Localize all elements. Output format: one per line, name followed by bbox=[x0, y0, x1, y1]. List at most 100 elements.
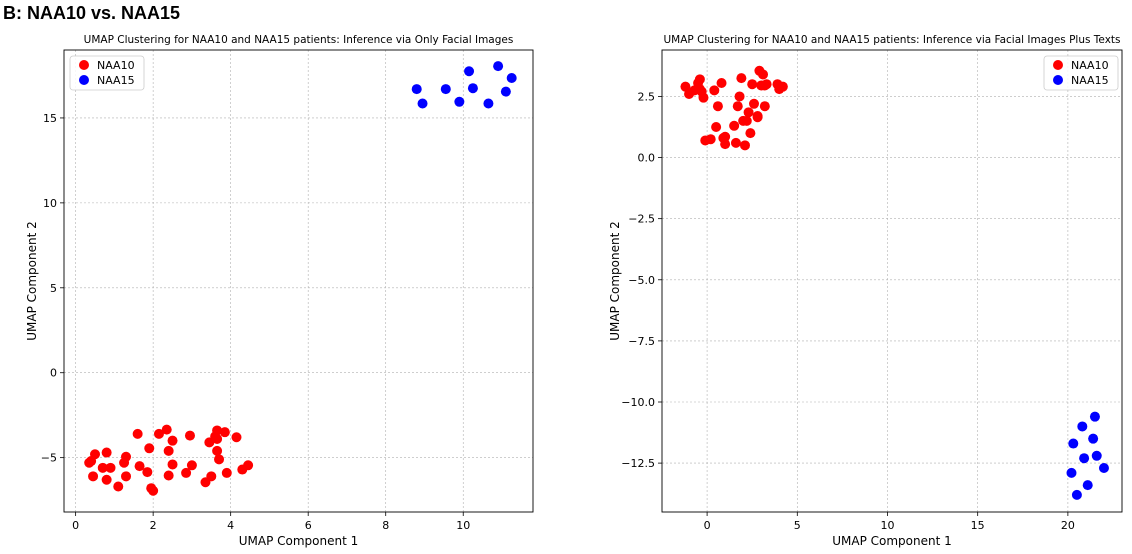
data-point-naa10 bbox=[743, 107, 754, 118]
data-point-naa10 bbox=[212, 425, 223, 436]
y-tick-label: 0 bbox=[50, 367, 57, 380]
y-tick-label: −2.5 bbox=[628, 213, 655, 226]
y-axis-label: UMAP Component 2 bbox=[25, 221, 39, 341]
data-point-naa15 bbox=[464, 66, 475, 77]
data-point-naa10 bbox=[736, 73, 747, 84]
x-tick-label: 0 bbox=[72, 519, 79, 532]
data-point-naa10 bbox=[148, 485, 159, 496]
data-point-naa10 bbox=[231, 432, 242, 443]
data-point-naa10 bbox=[132, 428, 143, 439]
data-point-naa10 bbox=[186, 460, 197, 471]
y-tick-label: 0.0 bbox=[638, 152, 656, 165]
data-point-naa10 bbox=[163, 445, 174, 456]
legend-marker bbox=[79, 60, 89, 70]
data-point-naa15 bbox=[1091, 450, 1102, 461]
y-tick-label: 10 bbox=[43, 197, 57, 210]
data-point-naa15 bbox=[1071, 489, 1082, 500]
data-point-naa10 bbox=[720, 139, 731, 150]
x-axis-label: UMAP Component 1 bbox=[239, 534, 359, 548]
data-point-naa10 bbox=[161, 424, 172, 435]
data-point-naa15 bbox=[1088, 433, 1099, 444]
series-naa15 bbox=[411, 61, 517, 109]
data-point-naa10 bbox=[212, 433, 223, 444]
data-point-naa10 bbox=[221, 467, 232, 478]
data-point-naa10 bbox=[730, 137, 741, 148]
y-tick-label: 15 bbox=[43, 112, 57, 125]
data-point-naa10 bbox=[88, 471, 99, 482]
data-point-naa10 bbox=[214, 454, 225, 465]
data-point-naa10 bbox=[101, 447, 112, 458]
plot-frame bbox=[661, 49, 1123, 513]
data-point-naa10 bbox=[747, 79, 758, 90]
series-naa10 bbox=[84, 424, 254, 496]
data-point-naa10 bbox=[732, 101, 743, 112]
data-point-naa10 bbox=[711, 122, 722, 132]
data-point-naa15 bbox=[1098, 463, 1109, 473]
data-point-naa10 bbox=[142, 467, 153, 478]
data-point-naa15 bbox=[500, 86, 511, 97]
legend-marker bbox=[1053, 60, 1063, 70]
y-tick-label: −5 bbox=[41, 452, 57, 465]
plot-area bbox=[64, 50, 533, 512]
data-point-naa10 bbox=[119, 457, 130, 468]
x-tick-label: 6 bbox=[305, 519, 312, 532]
data-point-naa15 bbox=[1066, 467, 1077, 478]
legend-label: NAA10 bbox=[1071, 59, 1109, 72]
data-point-naa10 bbox=[734, 91, 745, 102]
chart-title: UMAP Clustering for NAA10 and NAA15 pati… bbox=[84, 34, 514, 46]
x-tick-label: 10 bbox=[456, 519, 470, 532]
data-point-naa10 bbox=[741, 115, 752, 126]
data-point-naa10 bbox=[97, 462, 108, 473]
data-point-naa15 bbox=[1082, 480, 1093, 491]
data-point-naa10 bbox=[720, 131, 731, 142]
x-tick-label: 5 bbox=[794, 519, 801, 532]
grid bbox=[64, 50, 533, 512]
x-tick-label: 8 bbox=[382, 519, 389, 532]
data-point-naa10 bbox=[729, 120, 740, 131]
data-point-naa10 bbox=[700, 135, 711, 146]
plot-area bbox=[662, 50, 1122, 512]
legend-label: NAA15 bbox=[1071, 74, 1109, 87]
data-point-naa15 bbox=[440, 84, 451, 95]
data-point-naa10 bbox=[694, 74, 705, 85]
x-tick-label: 10 bbox=[880, 519, 894, 532]
data-point-naa10 bbox=[212, 445, 223, 456]
chart-title: UMAP Clustering for NAA10 and NAA15 pati… bbox=[663, 34, 1120, 46]
data-point-naa10 bbox=[758, 69, 769, 80]
data-point-naa15 bbox=[467, 83, 478, 94]
data-point-naa15 bbox=[454, 96, 465, 107]
data-point-naa10 bbox=[745, 128, 756, 139]
data-point-naa10 bbox=[777, 81, 788, 92]
x-axis-label: UMAP Component 1 bbox=[832, 534, 952, 548]
legend: NAA10 NAA15 bbox=[69, 55, 145, 91]
series-naa15 bbox=[1066, 411, 1109, 500]
y-tick-label: −7.5 bbox=[628, 335, 655, 348]
data-point-naa10 bbox=[739, 140, 750, 151]
data-point-naa10 bbox=[243, 460, 254, 471]
y-tick-label: −12.5 bbox=[621, 457, 655, 470]
data-point-naa10 bbox=[163, 470, 174, 481]
data-point-naa15 bbox=[493, 61, 504, 72]
data-point-naa10 bbox=[105, 462, 116, 473]
data-point-naa10 bbox=[712, 101, 723, 112]
x-tick-label: 15 bbox=[971, 519, 985, 532]
legend-label: NAA10 bbox=[97, 59, 135, 72]
data-point-naa15 bbox=[506, 73, 517, 84]
series-naa10 bbox=[680, 65, 788, 151]
data-point-naa10 bbox=[749, 98, 759, 109]
data-point-naa15 bbox=[1077, 421, 1088, 432]
data-point-naa10 bbox=[90, 449, 101, 460]
data-point-naa10 bbox=[761, 79, 772, 90]
x-tick-label: 2 bbox=[150, 519, 157, 532]
data-point-naa10 bbox=[759, 101, 770, 112]
legend-label: NAA15 bbox=[97, 74, 135, 87]
data-point-naa10 bbox=[709, 85, 720, 96]
x-tick-label: 20 bbox=[1061, 519, 1075, 532]
y-tick-label: 5 bbox=[50, 282, 57, 295]
data-point-naa10 bbox=[698, 92, 709, 103]
data-point-naa10 bbox=[184, 430, 195, 441]
data-point-naa10 bbox=[694, 84, 705, 95]
data-point-naa10 bbox=[219, 427, 230, 438]
data-point-naa10 bbox=[134, 461, 145, 472]
